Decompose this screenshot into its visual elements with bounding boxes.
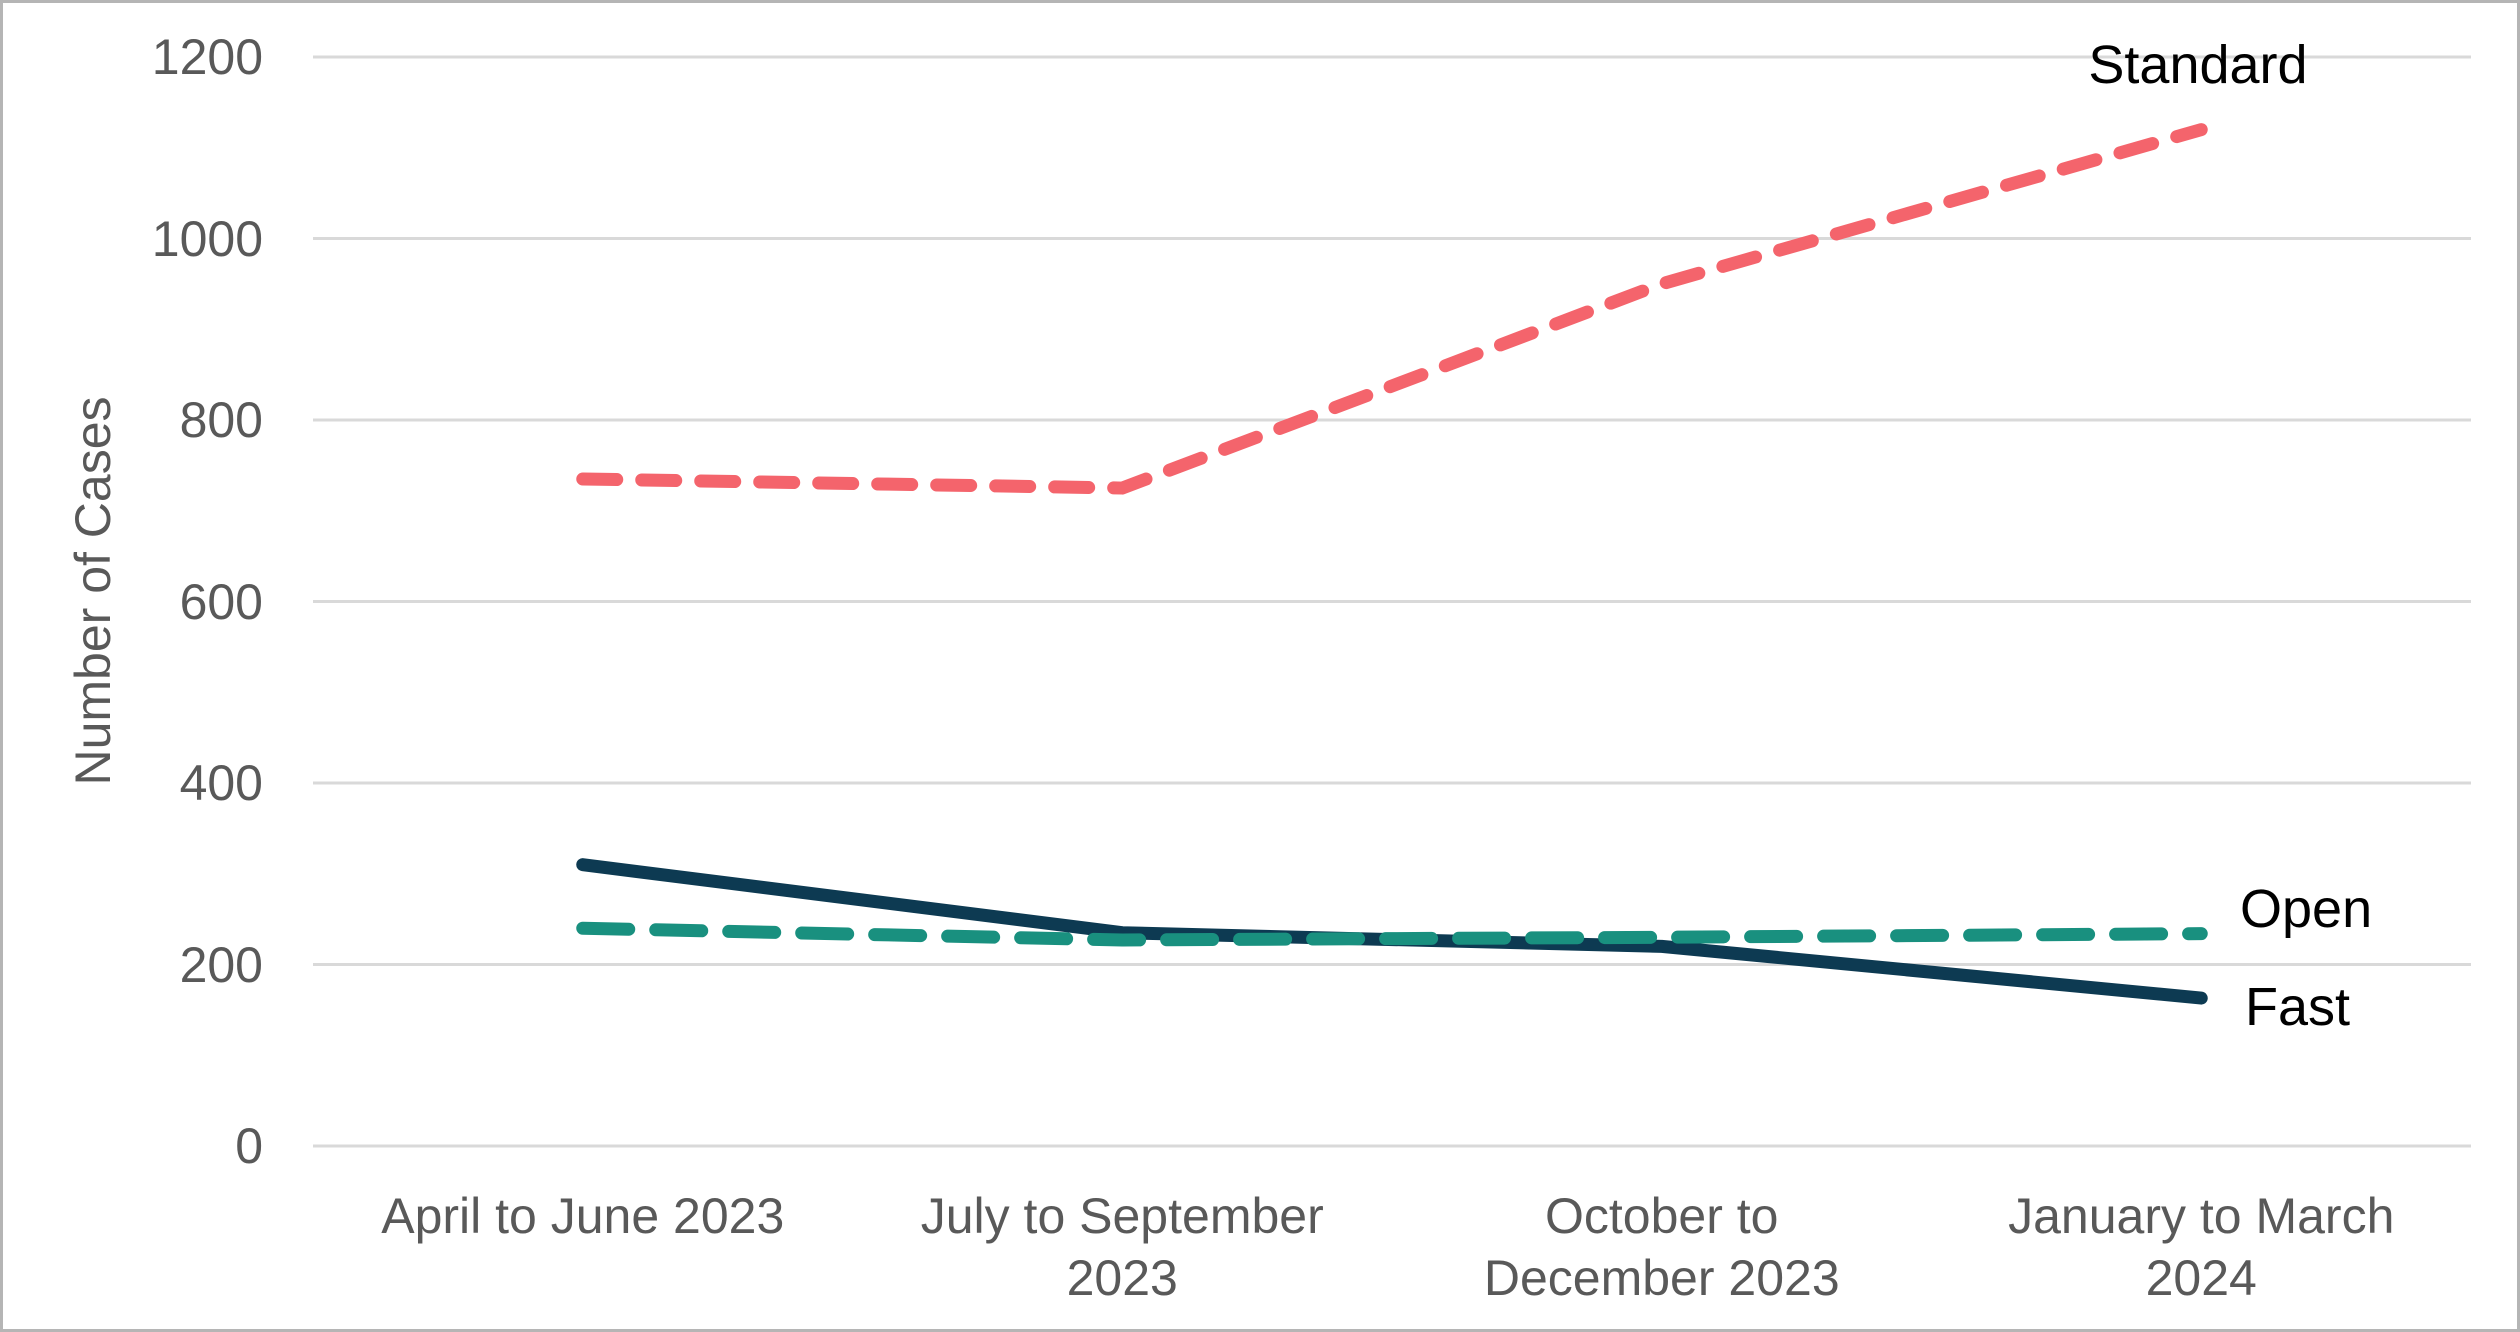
x-tick-label: April to June 2023 xyxy=(381,1188,785,1244)
y-tick-label: 800 xyxy=(179,392,263,448)
x-tick-label: October to December 2023 xyxy=(1483,1188,1840,1306)
y-tick-label: 0 xyxy=(235,1118,263,1174)
y-tick-label: 1000 xyxy=(151,210,263,267)
plot-area xyxy=(313,55,2471,1148)
y-tick-label: 400 xyxy=(179,755,263,811)
series-label-fast: Fast xyxy=(2245,977,2351,1037)
series-label-standard: Standard xyxy=(2088,35,2308,95)
y-tick-label: 600 xyxy=(179,573,263,630)
line-standard xyxy=(576,123,2208,495)
series-label-open: Open xyxy=(2240,879,2373,939)
x-tick-label: January to March 2024 xyxy=(2008,1188,2395,1306)
y-tick-label: 1200 xyxy=(151,29,263,85)
y-tick-label: 200 xyxy=(179,936,263,993)
line-open xyxy=(576,921,2208,947)
x-tick-label: July to September 2023 xyxy=(920,1188,1324,1306)
